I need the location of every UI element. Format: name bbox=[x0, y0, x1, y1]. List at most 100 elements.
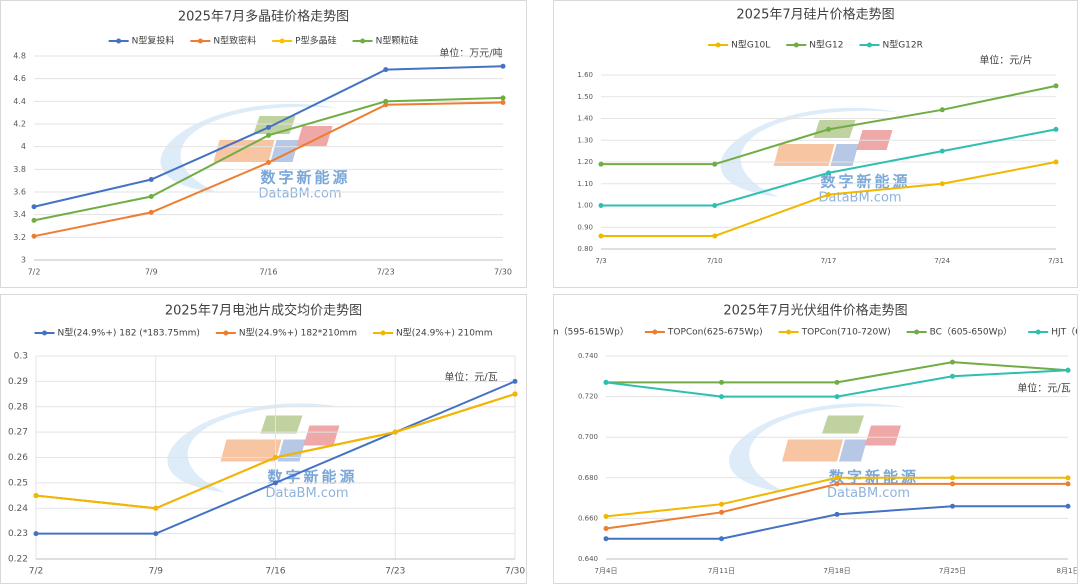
legend-marker bbox=[786, 329, 792, 335]
y-tick-label: 0.26 bbox=[8, 453, 28, 463]
legend-marker bbox=[223, 330, 229, 336]
data-point bbox=[939, 181, 945, 187]
watermark-text: 数字新能源 bbox=[261, 169, 351, 187]
x-tick-label: 7/30 bbox=[505, 567, 525, 577]
y-tick-label: 1.00 bbox=[577, 202, 593, 210]
y-tick-label: 3.2 bbox=[13, 233, 26, 242]
data-point bbox=[826, 170, 831, 176]
data-point bbox=[148, 209, 154, 215]
y-tick-label: 4.6 bbox=[13, 74, 26, 83]
x-tick-label: 7/30 bbox=[494, 268, 512, 277]
legend-label: N型致密料 bbox=[213, 35, 256, 47]
data-point bbox=[392, 429, 398, 435]
data-point bbox=[383, 98, 389, 104]
y-tick-label: 0.90 bbox=[577, 223, 593, 231]
legend-marker bbox=[279, 38, 285, 44]
data-point bbox=[834, 394, 840, 400]
data-point bbox=[950, 481, 955, 487]
data-point bbox=[826, 126, 831, 132]
legend-item: HJT（690-720Wp) bbox=[1028, 327, 1080, 338]
data-point bbox=[1065, 481, 1071, 487]
legend-item: N型(24.9%+) 210mm bbox=[373, 328, 492, 339]
y-tick-label: 0.740 bbox=[578, 352, 598, 360]
data-point bbox=[719, 509, 724, 515]
legend-label: N型(24.9%+) 210mm bbox=[396, 328, 492, 339]
chart: 数字新能源DataBM.com2025年7月光伏组件价格走势图单位：元/瓦0.6… bbox=[500, 303, 1080, 575]
watermark-url: DataBM.com bbox=[266, 486, 349, 501]
legend: N型复投料 N型致密料 P型多晶硅 N型颗粒硅 bbox=[108, 35, 418, 47]
chart-title: 2025年7月光伏组件价格走势图 bbox=[723, 303, 907, 319]
data-point bbox=[383, 67, 389, 73]
legend-item: BC（605-650Wp） bbox=[906, 327, 1012, 338]
data-point bbox=[1053, 159, 1059, 165]
x-tick-label: 7/16 bbox=[260, 268, 278, 277]
y-tick-label: 1.20 bbox=[577, 158, 593, 166]
data-point bbox=[719, 379, 724, 385]
legend-marker bbox=[197, 38, 203, 44]
data-point bbox=[719, 394, 724, 400]
legend-marker bbox=[116, 38, 122, 44]
legend-item: N型(24.9%+) 182 (*183.75mm) bbox=[34, 328, 200, 339]
data-point bbox=[826, 192, 831, 198]
data-point bbox=[1053, 83, 1059, 89]
legend-item: TOPCon(710-720W) bbox=[778, 328, 891, 338]
chart-panel: 数字新能源 DataBM.com 2025年7月电池片成交均价走势图 单位：元/瓦 0.… bbox=[0, 294, 527, 584]
data-point bbox=[939, 107, 945, 113]
y-tick-label: 1.30 bbox=[577, 136, 593, 144]
data-point bbox=[148, 194, 154, 200]
x-tick-label: 7/10 bbox=[707, 257, 723, 265]
y-tick-label: 0.680 bbox=[578, 474, 598, 482]
chart-panel: 数字新能源 DataBM.com 2025年7月光伏组件价格走势图 单位：元/瓦 0.6… bbox=[500, 294, 1080, 584]
legend-item: TOPCon(625-675Wp) bbox=[644, 328, 763, 338]
data-point bbox=[834, 511, 840, 517]
x-tick-label: 7/9 bbox=[145, 268, 158, 277]
x-tick-label: 7/2 bbox=[29, 567, 43, 577]
data-point bbox=[598, 203, 604, 208]
legend-item: N型复投料 bbox=[108, 35, 174, 47]
watermark-url: DataBM.com bbox=[259, 187, 342, 202]
y-tick-label: 0.24 bbox=[8, 504, 28, 514]
legend-label: TOPCon(710-720W) bbox=[801, 328, 891, 338]
legend-item: N型致密料 bbox=[190, 35, 256, 47]
legend-marker bbox=[715, 42, 721, 48]
watermark-block bbox=[782, 439, 843, 462]
data-point bbox=[719, 501, 724, 507]
watermark-block bbox=[773, 144, 835, 166]
series-line bbox=[606, 505, 1068, 540]
legend-item: P型多晶硅 bbox=[272, 35, 337, 47]
data-point bbox=[153, 531, 159, 537]
data-point bbox=[603, 536, 609, 542]
legend-item: N型G12 bbox=[786, 40, 843, 51]
watermark-block bbox=[303, 425, 340, 446]
data-point bbox=[719, 536, 724, 542]
y-tick-label: 0.28 bbox=[8, 402, 28, 412]
x-tick-label: 7/3 bbox=[595, 257, 606, 265]
watermark-url: DataBM.com bbox=[827, 486, 910, 501]
data-point bbox=[266, 160, 271, 166]
chart-panel: 数字新能源 DataBM.com 2025年7月硅片价格走势图 单位：元/片 0.80 0… bbox=[553, 0, 1078, 288]
watermark-block bbox=[830, 144, 859, 166]
data-point bbox=[950, 373, 955, 379]
legend-marker bbox=[866, 42, 872, 48]
unit-label: 单位：元/片 bbox=[979, 54, 1032, 67]
data-point bbox=[950, 503, 955, 509]
data-point bbox=[148, 177, 154, 183]
legend-label: N型G10L bbox=[731, 40, 770, 51]
y-tick-label: 0.29 bbox=[8, 377, 28, 387]
legend-label: N型G12R bbox=[882, 40, 922, 51]
data-point bbox=[950, 359, 955, 365]
x-tick-label: 7月25日 bbox=[939, 567, 966, 575]
watermark-block bbox=[296, 126, 333, 146]
chart-panel: 数字新能源 DataBM.com 2025年7月多晶硅价格走势图 单位：万元/吨 3 3.… bbox=[0, 0, 527, 288]
legend-marker bbox=[914, 329, 920, 335]
x-tick-label: 7月18日 bbox=[823, 567, 850, 575]
data-point bbox=[1065, 367, 1071, 373]
data-point bbox=[273, 455, 278, 460]
unit-label: 单位：元/瓦 bbox=[444, 371, 497, 384]
data-point bbox=[1053, 126, 1059, 132]
y-tick-label: 1.50 bbox=[577, 93, 593, 101]
